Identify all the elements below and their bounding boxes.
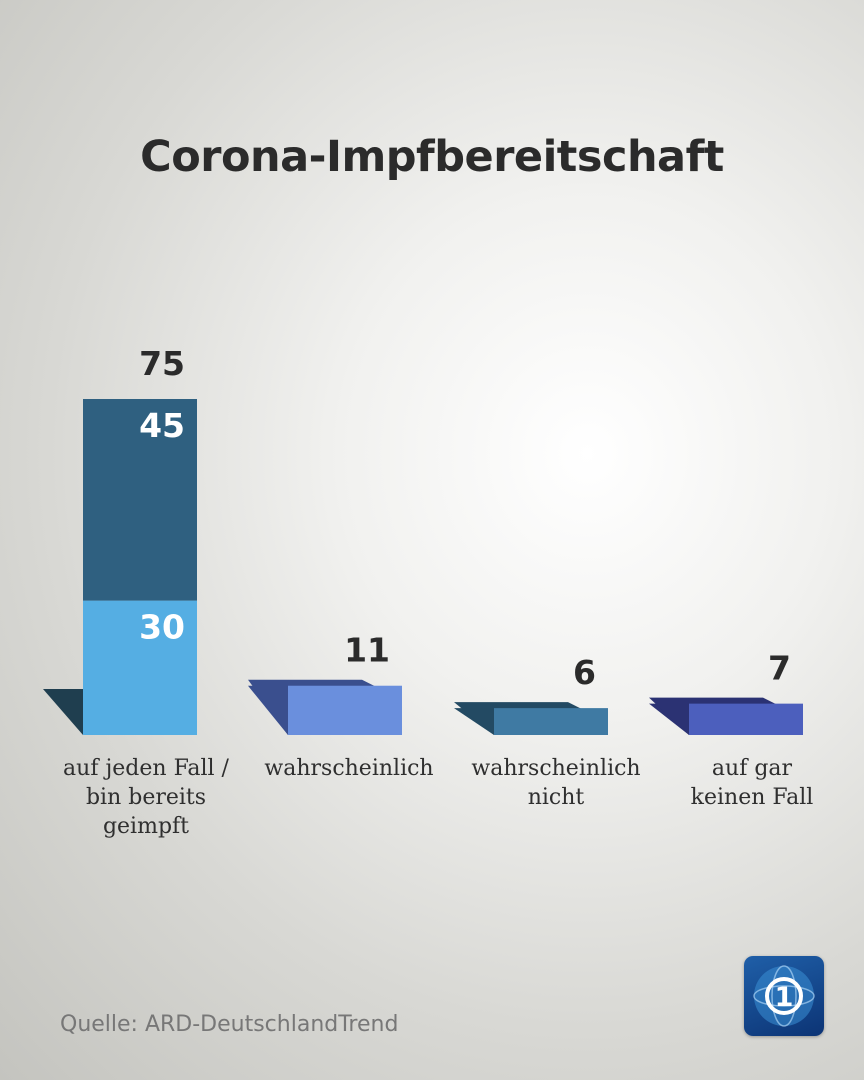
category-label-line: wahrscheinlich (264, 756, 434, 781)
category-label-line: bin bereits (85, 785, 207, 810)
category-label-line: wahrscheinlich (471, 756, 641, 781)
bar-total-label: 6 (573, 653, 596, 692)
bar-segment (83, 399, 197, 601)
category-label-line: geimpft (102, 814, 190, 839)
category-label: auf jeden Fall / bin bereits geimpft (46, 754, 246, 841)
category-label: wahrscheinlich (249, 754, 449, 783)
bar-total-label: 75 (139, 344, 185, 383)
bar-shadow (43, 689, 83, 735)
bar-total-label: 7 (768, 649, 791, 688)
category-label-line: nicht (527, 785, 585, 810)
category-label-line: keinen Fall (690, 785, 814, 810)
logo-one: 1 (775, 982, 794, 1013)
category-label-line: auf jeden Fall / (63, 756, 229, 781)
bar (288, 685, 402, 735)
category-label: wahrscheinlich nicht (456, 754, 656, 812)
bar-segment (83, 600, 197, 735)
tagesschau-logo: 1 (744, 956, 824, 1036)
segment-value-label: 30 (139, 608, 185, 647)
bar (689, 703, 803, 735)
bar-total-label: 11 (344, 631, 390, 670)
source-note: Quelle: ARD-DeutschlandTrend (60, 1012, 399, 1037)
segment-value-label: 45 (139, 406, 185, 445)
chart-title: Corona-Impfbereitschaft (140, 132, 724, 182)
bar (494, 708, 608, 735)
category-label: auf gar keinen Fall (652, 754, 852, 812)
category-label-line: auf gar (711, 756, 793, 781)
